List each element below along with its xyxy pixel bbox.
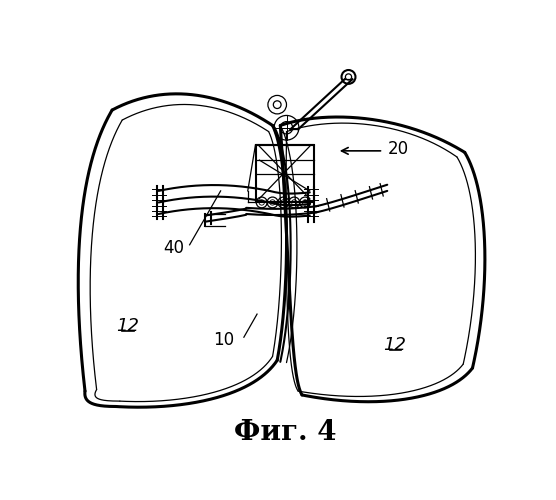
Text: 20: 20 [387, 140, 408, 158]
Text: 40: 40 [163, 239, 184, 257]
Text: 12: 12 [116, 316, 139, 334]
Text: 10: 10 [214, 332, 235, 349]
Text: Фиг. 4: Фиг. 4 [234, 419, 336, 446]
Text: 12: 12 [384, 336, 406, 354]
